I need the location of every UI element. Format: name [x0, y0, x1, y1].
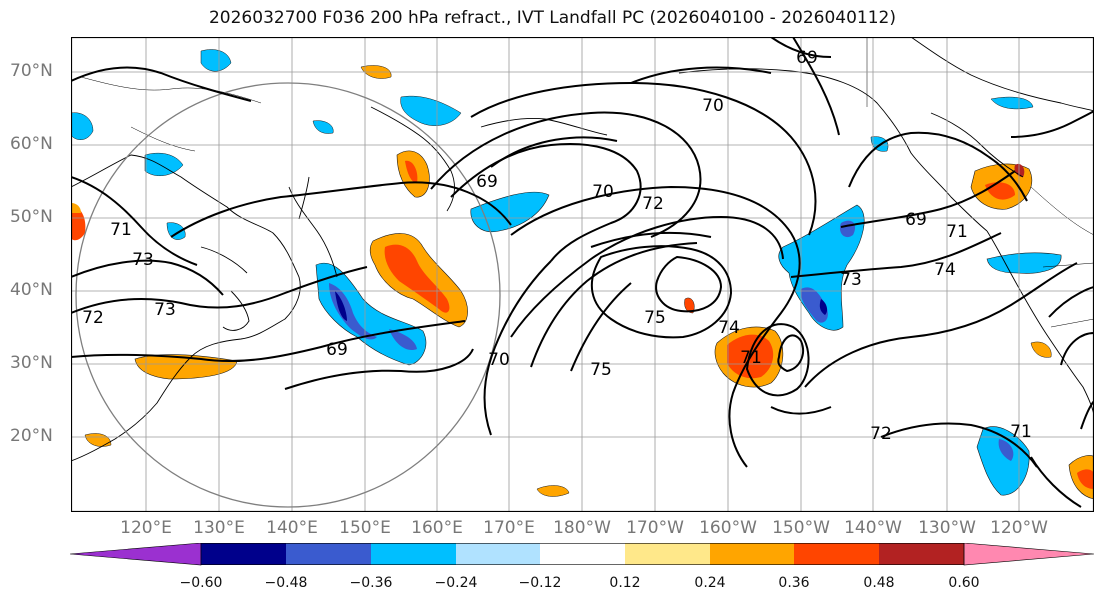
map-title: 2026032700 F036 200 hPa refract., IVT La… — [208, 8, 896, 28]
range-circle — [75, 82, 501, 508]
shaded-field — [71, 49, 1094, 500]
colorbar-tick-label: −0.12 — [518, 575, 562, 591]
contour-label: 75 — [590, 360, 612, 380]
lat-label-50n: 50°N — [10, 207, 53, 227]
lon-label-150e: 150°E — [339, 518, 391, 538]
contour-label: 72 — [870, 424, 892, 444]
colorbar-tick-label: 0.12 — [609, 575, 641, 591]
lon-label-130w: 130°W — [918, 518, 976, 538]
contour-label: 70 — [592, 182, 614, 202]
contour-label: 70 — [702, 96, 724, 116]
lon-label-170e: 170°E — [483, 518, 535, 538]
lon-label-120w: 120°W — [990, 518, 1048, 538]
contour-label: 69 — [905, 210, 927, 230]
contour-label: 73 — [154, 300, 176, 320]
colorbar — [70, 543, 1095, 566]
colorbar-tick-label: 0.24 — [694, 575, 726, 591]
lon-label-160w: 160°W — [699, 518, 757, 538]
lat-label-40n: 40°N — [10, 280, 53, 300]
map-panel: 69 70 71 72 73 74 75 69 70 71 72 73 74 6… — [71, 37, 1094, 512]
colorbar-segment — [794, 543, 879, 565]
lon-label-120e: 120°E — [120, 518, 172, 538]
colorbar-tick-label: −0.24 — [434, 575, 478, 591]
contour-label: 69 — [796, 48, 818, 68]
contour-label: 72 — [82, 308, 104, 328]
colorbar-segment — [286, 543, 371, 565]
lon-label-140e: 140°E — [266, 518, 318, 538]
colorbar-extend-low — [70, 543, 202, 566]
map-background — [71, 37, 1094, 512]
map-frame — [71, 37, 1094, 512]
contour-label: 72 — [642, 194, 664, 214]
contour-label: 71 — [740, 348, 762, 368]
contour-label: 74 — [718, 318, 740, 338]
contour-label: 71 — [1010, 422, 1032, 442]
contour-label: 75 — [644, 308, 666, 328]
contour-label: 71 — [946, 222, 968, 242]
lon-label-130e: 130°E — [193, 518, 245, 538]
contour-label: 69 — [326, 340, 348, 360]
lat-label-60n: 60°N — [10, 134, 53, 154]
contour-label: 74 — [934, 260, 956, 280]
colorbar-segment — [371, 543, 456, 565]
refractivity-contours — [71, 37, 1094, 508]
negative-anomaly-east — [778, 204, 865, 331]
lat-label-20n: 20°N — [10, 426, 53, 446]
colorbar-tick-label: 0.48 — [863, 575, 895, 591]
colorbar-tick-label: −0.36 — [349, 575, 393, 591]
colorbar-tick-label: 0.60 — [948, 575, 980, 591]
colorbar-extend-high — [963, 543, 1095, 566]
colorbar-segment — [625, 543, 710, 565]
contour-label: 70 — [488, 350, 510, 370]
lon-label-180w: 180°W — [553, 518, 611, 538]
colorbar-segment — [710, 543, 794, 565]
colorbar-tick-label: −0.60 — [179, 575, 223, 591]
contour-label: 71 — [110, 220, 132, 240]
lat-label-30n: 30°N — [10, 353, 53, 373]
negative-anomaly-central — [470, 191, 550, 233]
lon-label-150w: 150°W — [772, 518, 830, 538]
colorbar-tick-label: −0.48 — [264, 575, 308, 591]
lon-label-160e: 160°E — [411, 518, 463, 538]
colorbar-segment — [879, 543, 964, 565]
lon-label-170w: 170°W — [626, 518, 684, 538]
colorbar-segment — [540, 543, 625, 565]
lat-label-70n: 70°N — [10, 61, 53, 81]
contour-label: 73 — [132, 250, 154, 270]
lon-label-140w: 140°W — [844, 518, 902, 538]
colorbar-tick-label: 0.36 — [778, 575, 810, 591]
contour-label: 73 — [840, 270, 862, 290]
negative-anomaly-ne — [986, 252, 1062, 274]
contour-labels: 69 70 71 72 73 74 75 69 70 71 72 73 74 6… — [82, 48, 1032, 444]
contour-label: 69 — [476, 172, 498, 192]
colorbar-segment — [456, 543, 540, 565]
colorbar-segment — [201, 543, 286, 565]
